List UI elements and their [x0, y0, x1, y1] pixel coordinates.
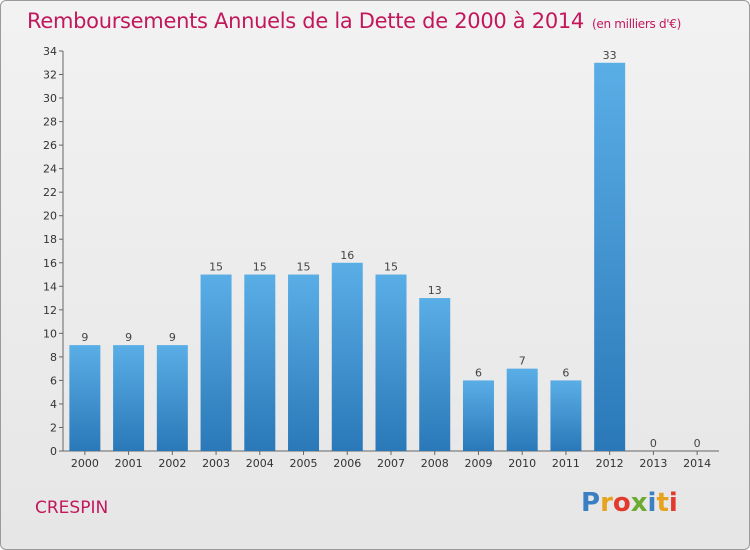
x-tick-label: 2004: [246, 457, 274, 470]
data-label: 15: [209, 261, 223, 274]
y-tick-label: 10: [43, 327, 57, 340]
bar-2000: [69, 345, 101, 451]
bar-2004: [244, 274, 276, 451]
y-tick-label: 32: [43, 69, 57, 82]
y-tick-label: 30: [43, 92, 57, 105]
y-tick-label: 26: [43, 139, 57, 152]
x-tick-label: 2005: [290, 457, 318, 470]
bar-2005: [288, 274, 320, 451]
data-label: 9: [81, 331, 88, 344]
y-tick-label: 12: [43, 304, 57, 317]
x-tick-label: 2009: [464, 457, 492, 470]
proxiti-logo[interactable]: Proxiti: [581, 488, 678, 518]
data-label: 15: [297, 261, 311, 274]
chart-subtitle: (en milliers d'€): [592, 17, 682, 31]
data-label: 9: [125, 331, 132, 344]
x-tick-label: 2008: [421, 457, 449, 470]
x-tick-label: 2012: [596, 457, 624, 470]
y-tick-label: 4: [50, 398, 57, 411]
data-label: 15: [253, 261, 267, 274]
y-tick-label: 18: [43, 233, 57, 246]
bar-2003: [200, 274, 232, 451]
data-label: 7: [519, 355, 526, 368]
x-tick-label: 2011: [552, 457, 580, 470]
x-tick-label: 2002: [158, 457, 186, 470]
data-label: 0: [694, 437, 701, 450]
chart-title: Remboursements Annuels de la Dette de 20…: [27, 9, 681, 33]
x-tick-label: 2014: [683, 457, 711, 470]
y-tick-label: 2: [50, 421, 57, 434]
commune-name: CRESPIN: [35, 498, 109, 518]
bar-2008: [419, 298, 451, 451]
data-label: 16: [340, 249, 354, 262]
x-tick-label: 2010: [508, 457, 536, 470]
data-label: 0: [650, 437, 657, 450]
y-tick-label: 28: [43, 116, 57, 129]
chart-title-text: Remboursements Annuels de la Dette de 20…: [27, 9, 584, 33]
x-tick-label: 2001: [115, 457, 143, 470]
bar-2001: [113, 345, 145, 451]
bars: [69, 62, 626, 451]
x-tick-label: 2013: [639, 457, 667, 470]
data-label: 9: [169, 331, 176, 344]
y-tick-label: 34: [43, 45, 57, 58]
bar-2007: [375, 274, 407, 451]
y-tick-label: 22: [43, 186, 57, 199]
x-axis: 2000 2001 2002 2003 2004 2005 2006 2007 2008 2009…: [63, 450, 719, 470]
data-label: 33: [603, 49, 617, 62]
bar-2011: [550, 380, 582, 451]
y-tick-label: 16: [43, 257, 57, 270]
x-tick-label: 2007: [377, 457, 405, 470]
y-tick-label: 14: [43, 280, 57, 293]
data-labels: 9 9 9 15 15 15 16 15 13 6 7 6 33 0 0: [81, 49, 700, 450]
bar-2012: [594, 62, 626, 451]
y-tick-label: 6: [50, 374, 57, 387]
y-tick-label: 24: [43, 163, 57, 176]
y-tick-label: 0: [50, 445, 57, 458]
data-label: 6: [562, 366, 569, 379]
x-tick-label: 2006: [333, 457, 361, 470]
data-label: 15: [384, 261, 398, 274]
bar-2002: [156, 345, 188, 451]
x-tick-label: 2003: [202, 457, 230, 470]
bar-2009: [462, 380, 494, 451]
bar-2006: [331, 262, 363, 451]
data-label: 6: [475, 366, 482, 379]
y-tick-label: 20: [43, 210, 57, 223]
y-tick-label: 8: [50, 351, 57, 364]
bar-2010: [506, 368, 538, 451]
x-tick-label: 2000: [71, 457, 99, 470]
data-label: 13: [428, 284, 442, 297]
